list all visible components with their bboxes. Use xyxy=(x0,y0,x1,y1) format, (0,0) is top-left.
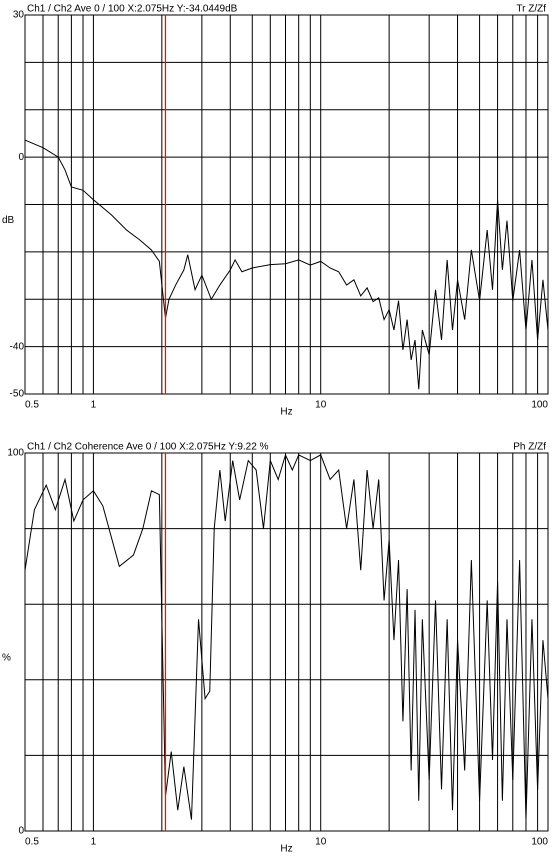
x-axis-label: Hz xyxy=(280,844,292,855)
x-axis-label: Hz xyxy=(280,407,292,418)
x-tick-label: 10 xyxy=(315,400,327,411)
data-line xyxy=(24,453,549,820)
x-tick-label: 0.5 xyxy=(25,400,39,411)
chart-title: Ch1 / Ch2 Ave 0 / 100 X:2.075Hz Y:-34.04… xyxy=(27,4,238,15)
y-axis-label: % xyxy=(2,653,11,664)
x-tick-label: 100 xyxy=(531,400,548,411)
x-tick-label: 10 xyxy=(315,837,327,848)
plot-frame xyxy=(24,452,549,832)
x-tick-label: 1 xyxy=(91,837,97,848)
x-tick-label: 100 xyxy=(531,837,548,848)
mode-label: Ph Z/Zf xyxy=(513,442,546,453)
y-tick-label: 30 xyxy=(13,10,25,21)
x-tick-label: 1 xyxy=(91,400,97,411)
x-tick-label: 0.5 xyxy=(25,837,39,848)
y-tick-label: 0 xyxy=(18,152,24,163)
y-tick-label: -50 xyxy=(10,389,25,400)
y-axis-label: dB xyxy=(2,215,15,226)
mode-label: Tr Z/Zf xyxy=(516,4,546,15)
y-tick-label: -40 xyxy=(10,341,25,352)
y-tick-label: 100 xyxy=(7,448,24,459)
y-tick-label: 0 xyxy=(18,826,24,837)
plot-frame xyxy=(24,14,549,395)
chart-title: Ch1 / Ch2 Coherence Ave 0 / 100 X:2.075H… xyxy=(27,442,269,453)
data-line xyxy=(24,139,549,390)
